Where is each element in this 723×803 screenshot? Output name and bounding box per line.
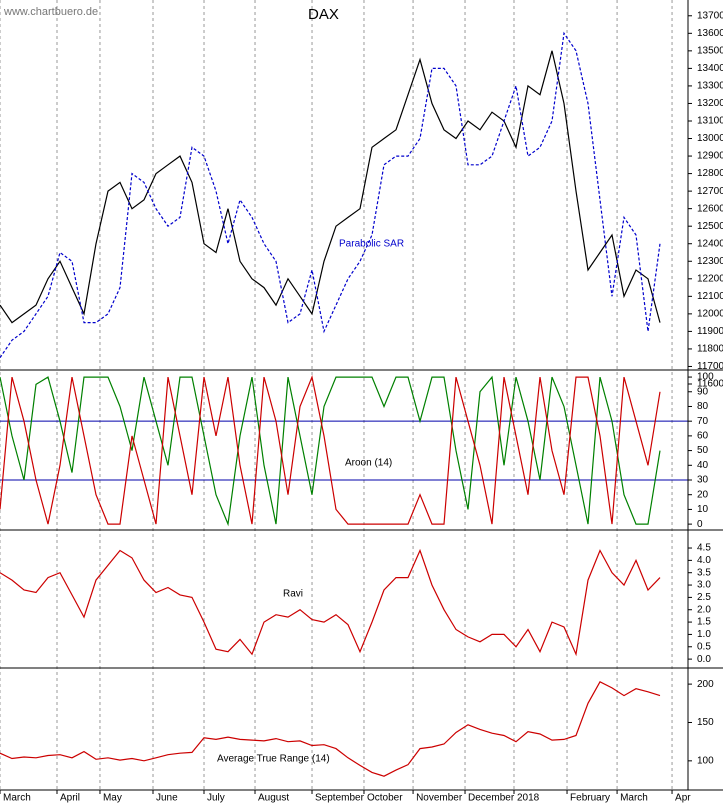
- y-tick-label: 150: [697, 717, 714, 728]
- x-tick-label: March: [620, 793, 648, 803]
- series-line: [0, 681, 661, 777]
- y-tick-label: 200: [697, 679, 714, 690]
- y-tick-label: 70: [697, 416, 709, 427]
- panel-title: Ravi: [283, 589, 303, 600]
- y-tick-label: 10: [697, 504, 709, 515]
- y-tick-label: 4.5: [697, 543, 711, 554]
- y-tick-label: 13500: [697, 45, 723, 56]
- y-tick-label: 1.5: [697, 617, 711, 628]
- y-tick-label: 4.0: [697, 555, 711, 566]
- y-tick-label: 12400: [697, 238, 723, 249]
- y-tick-label: 11700: [697, 361, 723, 372]
- y-tick-label: 20: [697, 489, 709, 500]
- panel-title: DAX: [308, 6, 339, 23]
- y-tick-label: 100: [697, 372, 714, 383]
- x-tick-label: 2018: [517, 793, 540, 803]
- y-tick-label: 2.5: [697, 592, 711, 603]
- y-tick-label: 13000: [697, 133, 723, 144]
- x-tick-label: December: [468, 793, 515, 803]
- y-tick-label: 12100: [697, 291, 723, 302]
- y-tick-label: 60: [697, 431, 709, 442]
- y-tick-label: 80: [697, 401, 709, 412]
- series-line: [0, 548, 661, 657]
- y-tick-label: 30: [697, 475, 709, 486]
- y-tick-label: 13700: [697, 10, 723, 21]
- y-tick-label: 0: [697, 519, 703, 530]
- y-tick-label: 11600: [697, 379, 723, 390]
- x-tick-label: July: [207, 793, 225, 803]
- y-tick-label: 12200: [697, 273, 723, 284]
- y-tick-label: 12000: [697, 309, 723, 320]
- series-label: Parabolic SAR: [339, 239, 404, 250]
- y-tick-label: 13100: [697, 116, 723, 127]
- panel-title: Aroon (14): [345, 458, 392, 469]
- y-tick-label: 13400: [697, 63, 723, 74]
- y-tick-label: 3.0: [697, 580, 711, 591]
- y-tick-label: 13200: [697, 98, 723, 109]
- x-tick-label: April: [60, 793, 80, 803]
- y-tick-label: 13600: [697, 28, 723, 39]
- y-tick-label: 1.0: [697, 629, 711, 640]
- y-tick-label: 0.0: [697, 654, 711, 665]
- y-tick-label: 2.0: [697, 604, 711, 615]
- panel-title: Average True Range (14): [217, 754, 330, 765]
- x-tick-label: March: [3, 793, 31, 803]
- y-tick-label: 12800: [697, 168, 723, 179]
- x-tick-label: February: [570, 793, 610, 803]
- x-tick-label: August: [258, 793, 289, 803]
- series-line: [0, 31, 661, 359]
- y-tick-label: 100: [697, 755, 714, 766]
- y-tick-label: 3.5: [697, 567, 711, 578]
- y-tick-label: 50: [697, 445, 709, 456]
- watermark: www.chartbuero.de: [3, 6, 98, 18]
- x-tick-label: October: [367, 793, 403, 803]
- y-tick-label: 0.5: [697, 641, 711, 652]
- y-tick-label: 12900: [697, 151, 723, 162]
- y-tick-label: 12500: [697, 221, 723, 232]
- y-tick-label: 90: [697, 386, 709, 397]
- series-line: [0, 50, 661, 324]
- y-tick-label: 12600: [697, 203, 723, 214]
- y-tick-label: 40: [697, 460, 709, 471]
- x-tick-label: May: [103, 793, 122, 803]
- y-tick-label: 13300: [697, 81, 723, 92]
- x-tick-label: September: [315, 793, 365, 803]
- y-tick-label: 12300: [697, 256, 723, 267]
- y-tick-label: 11800: [697, 344, 723, 355]
- series-line: [0, 375, 661, 527]
- x-tick-label: November: [416, 793, 463, 803]
- series-line: [0, 375, 661, 525]
- y-tick-label: 12700: [697, 186, 723, 197]
- y-tick-label: 11900: [697, 326, 723, 337]
- x-tick-label: June: [156, 793, 178, 803]
- x-tick-label: Apr: [675, 793, 691, 803]
